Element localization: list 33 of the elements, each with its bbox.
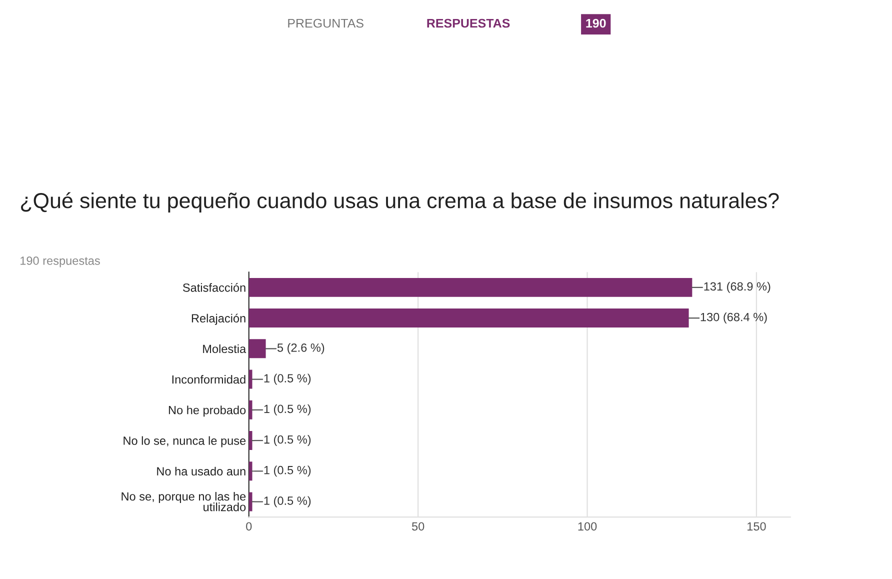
data-label: 5 (2.6 %) — [277, 343, 324, 354]
y-tick-label: Molestia — [203, 344, 246, 354]
y-tick-label: Relajación — [192, 314, 246, 325]
data-label: 1 (0.5 %) — [264, 404, 311, 416]
data-label: 1 (0.5 %) — [264, 496, 311, 508]
bar — [248, 370, 252, 389]
bar — [248, 431, 252, 450]
x-tick-label: 100 — [578, 522, 597, 531]
data-label: 1 (0.5 %) — [264, 466, 311, 477]
bar — [248, 492, 252, 512]
chart-title: ¿Qué siente tu pequeño cuando usas una crema a base de insumos naturales? — [21, 192, 779, 213]
text: RESPUESTAS — [427, 18, 510, 28]
data-label: 1 (0.5 %) — [264, 374, 311, 385]
text: 190 respuestas — [20, 256, 100, 268]
y-tick-label: Satisfacción — [182, 283, 246, 292]
data-label: 1 (0.5 %) — [264, 435, 311, 446]
text: PREGUNTAS — [288, 18, 364, 28]
x-tick-label: 150 — [748, 522, 766, 531]
bar — [248, 278, 692, 297]
data-label: 131 (68.9 %) — [704, 282, 770, 293]
y-tick-label: No ha usado aun — [157, 466, 246, 476]
y-tick-label: No se, porque no las he utilizado — [122, 492, 246, 512]
y-tick-label: No lo se, nunca le puse — [124, 436, 246, 448]
bar — [248, 462, 252, 481]
y-tick-label: Inconformidad — [172, 375, 246, 384]
bar — [248, 308, 689, 328]
x-tick-label: 50 — [412, 522, 424, 531]
y-tick-label: No he probado — [168, 406, 246, 417]
bar — [248, 339, 266, 358]
text: 190 — [586, 18, 606, 28]
x-tick-label: 0 — [246, 522, 252, 531]
bar — [248, 400, 252, 420]
data-label: 130 (68.4 %) — [700, 312, 767, 324]
